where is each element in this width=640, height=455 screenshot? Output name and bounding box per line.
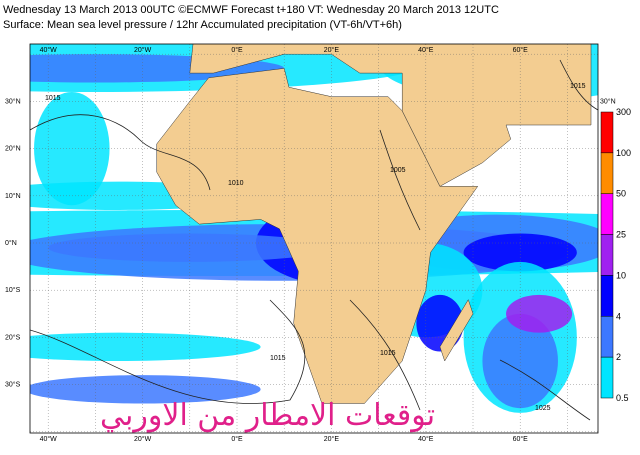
isobar-label: 1015 bbox=[570, 83, 586, 90]
legend-swatch bbox=[600, 152, 614, 194]
legend-swatch bbox=[600, 111, 614, 154]
legend-label: 10 bbox=[616, 270, 626, 280]
legend-label: 50 bbox=[616, 189, 626, 199]
watermark: توقعات الامطار من الاوربي bbox=[100, 398, 435, 433]
precip-area bbox=[463, 233, 577, 272]
precip-area bbox=[48, 233, 332, 262]
isobar-label: 1015 bbox=[380, 350, 396, 357]
map-area: 1015 1005 1010 1015 1015 1015 1025 bbox=[30, 44, 598, 433]
legend-label: 100 bbox=[616, 148, 631, 158]
legend-label: 300 bbox=[616, 107, 631, 117]
header-line1: Wednesday 13 March 2013 00UTC ©ECMWF For… bbox=[3, 4, 499, 16]
longitude-label: 40°W bbox=[40, 46, 58, 54]
longitude-label: 40°E bbox=[418, 435, 434, 443]
latitude-label: 10°N bbox=[5, 192, 21, 200]
latitude-label: 0°N bbox=[5, 239, 17, 247]
precip-area bbox=[34, 91, 110, 206]
isobar bbox=[499, 359, 591, 421]
isobar bbox=[379, 129, 421, 231]
isobar-label: 1005 bbox=[390, 167, 406, 174]
legend-label: 25 bbox=[616, 230, 626, 240]
legend-swatch bbox=[600, 234, 614, 276]
isobar-label: 1015 bbox=[45, 95, 61, 102]
isobar bbox=[30, 299, 306, 404]
longitude-label: 20°E bbox=[324, 46, 340, 54]
legend-label: 0.5 bbox=[616, 393, 629, 403]
eurasia bbox=[189, 44, 592, 187]
madagascar bbox=[439, 299, 474, 362]
precip-area bbox=[506, 294, 573, 333]
legend-swatch bbox=[600, 356, 614, 399]
latitude-label: 10°S bbox=[5, 286, 21, 294]
legend-swatch bbox=[600, 316, 614, 358]
legend-label: 4 bbox=[616, 311, 621, 321]
longitude-label: 40°W bbox=[40, 435, 58, 443]
legend-swatch bbox=[600, 275, 614, 317]
isobar-label: 1015 bbox=[270, 355, 286, 362]
legend-label: 2 bbox=[616, 352, 621, 362]
isobar bbox=[559, 59, 598, 111]
header-line2: Surface: Mean sea level pressure / 12hr … bbox=[3, 19, 402, 31]
latitude-label: 30°S bbox=[5, 381, 21, 389]
latitude-label: 30°N bbox=[5, 97, 21, 105]
longitude-label: 0°E bbox=[231, 435, 243, 443]
longitude-label: 0°E bbox=[231, 46, 243, 54]
isobar-label: 1025 bbox=[535, 405, 551, 412]
legend-swatch bbox=[600, 193, 614, 235]
latitude-label: 30°N bbox=[600, 97, 616, 105]
isobar bbox=[30, 114, 211, 191]
longitude-label: 20°W bbox=[134, 435, 152, 443]
isobar bbox=[349, 299, 421, 411]
isobar-label: 1010 bbox=[228, 180, 244, 187]
latitude-label: 20°S bbox=[5, 333, 21, 341]
precip-area bbox=[30, 375, 261, 404]
longitude-label: 20°E bbox=[324, 435, 340, 443]
longitude-label: 60°E bbox=[513, 435, 529, 443]
longitude-label: 60°E bbox=[513, 46, 529, 54]
longitude-label: 40°E bbox=[418, 46, 434, 54]
longitude-label: 20°W bbox=[134, 46, 152, 54]
latitude-label: 20°N bbox=[5, 145, 21, 153]
